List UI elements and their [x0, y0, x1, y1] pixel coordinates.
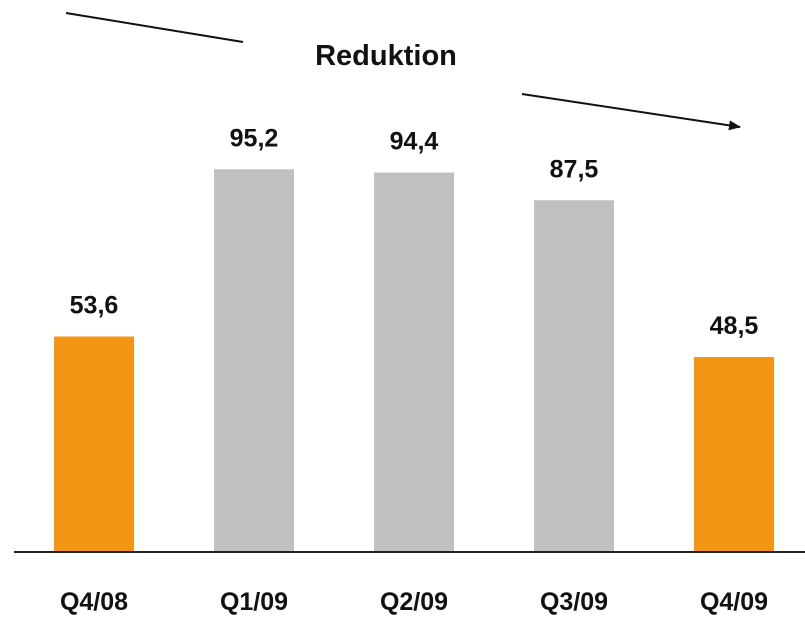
- category-label-q1-09: Q1/09: [220, 588, 288, 616]
- bars-layer: [54, 169, 774, 552]
- bar-q1-09: [214, 169, 294, 552]
- category-label-q4-08: Q4/08: [60, 588, 128, 616]
- bar-q3-09: [534, 200, 614, 552]
- trend-arrow-right: [521, 93, 741, 131]
- bar-q2-09: [374, 172, 454, 552]
- trend-line-left: [65, 12, 244, 43]
- value-label-q4-09: 48,5: [710, 312, 759, 340]
- category-label-q3-09: Q3/09: [540, 588, 608, 616]
- value-label-q1-09: 95,2: [230, 124, 279, 152]
- chart-title: Reduktion: [315, 40, 457, 72]
- value-label-q4-08: 53,6: [70, 292, 119, 320]
- bar-q4-09: [694, 357, 774, 552]
- value-label-q2-09: 94,4: [390, 128, 439, 156]
- category-label-q2-09: Q2/09: [380, 588, 448, 616]
- category-labels-layer: Q4/08 Q1/09 Q2/09 Q3/09 Q4/09: [60, 588, 768, 616]
- value-labels-layer: 53,6 95,2 94,4 87,5 48,5: [70, 124, 759, 340]
- category-label-q4-09: Q4/09: [700, 588, 768, 616]
- bar-q4-08: [54, 336, 134, 552]
- value-label-q3-09: 87,5: [550, 155, 599, 183]
